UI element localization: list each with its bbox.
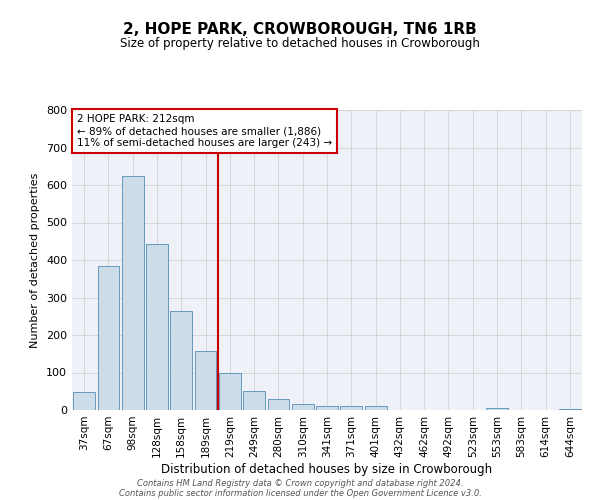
Bar [243, 391, 265, 410]
Bar [194, 351, 217, 410]
Bar [170, 310, 192, 410]
Text: Contains HM Land Registry data © Crown copyright and database right 2024.: Contains HM Land Registry data © Crown c… [137, 478, 463, 488]
Bar [365, 406, 386, 410]
Bar [316, 406, 338, 410]
Text: 2 HOPE PARK: 212sqm
← 89% of detached houses are smaller (1,886)
11% of semi-det: 2 HOPE PARK: 212sqm ← 89% of detached ho… [77, 114, 332, 148]
Bar [122, 176, 143, 410]
Text: Contains public sector information licensed under the Open Government Licence v3: Contains public sector information licen… [119, 488, 481, 498]
Text: Size of property relative to detached houses in Crowborough: Size of property relative to detached ho… [120, 38, 480, 51]
Bar [146, 244, 168, 410]
Bar [268, 399, 289, 410]
X-axis label: Distribution of detached houses by size in Crowborough: Distribution of detached houses by size … [161, 462, 493, 475]
Bar [292, 404, 314, 410]
Bar [73, 392, 95, 410]
Bar [219, 373, 241, 410]
Bar [486, 408, 508, 410]
Text: 2, HOPE PARK, CROWBOROUGH, TN6 1RB: 2, HOPE PARK, CROWBOROUGH, TN6 1RB [123, 22, 477, 38]
Bar [97, 266, 119, 410]
Y-axis label: Number of detached properties: Number of detached properties [31, 172, 40, 348]
Bar [559, 409, 581, 410]
Bar [340, 406, 362, 410]
